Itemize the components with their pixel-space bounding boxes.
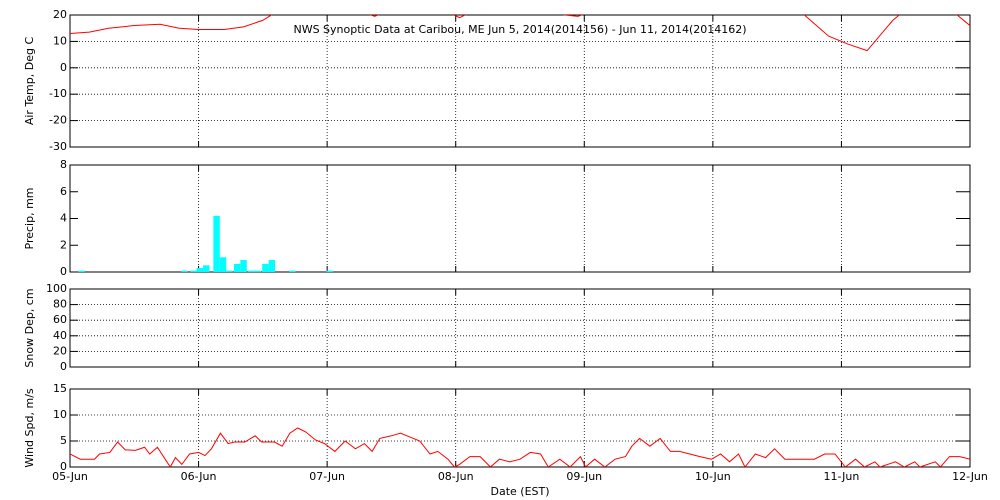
bar: [268, 259, 276, 272]
bar: [248, 270, 255, 272]
bar: [289, 270, 296, 272]
y-tick-label: 6: [60, 185, 67, 198]
x-tick-label: 08-Jun: [438, 470, 474, 483]
y-tick-label: 0: [60, 360, 67, 373]
y-tick-label: 8: [60, 158, 67, 171]
x-axis-label: Date (EST): [490, 485, 549, 498]
bar: [254, 270, 261, 272]
y-axis-label: Precip, mm: [23, 188, 36, 250]
bar: [240, 259, 247, 272]
line: [70, 15, 970, 52]
chart-title: NWS Synoptic Data at Caribou, ME Jun 5, …: [293, 23, 746, 36]
y-tick-label: 0: [60, 265, 67, 278]
x-tick-label: 10-Jun: [695, 470, 731, 483]
bar: [326, 270, 333, 272]
x-tick-label: 11-Jun: [824, 470, 860, 483]
bar: [203, 265, 210, 272]
plot-frame: [69, 164, 971, 273]
bar: [181, 270, 188, 272]
y-tick-label: 5: [60, 434, 67, 447]
y-tick-label: -30: [49, 140, 67, 153]
x-tick-label: 12-Jun: [952, 470, 988, 483]
plot-frame: [69, 288, 971, 368]
y-tick-label: 80: [53, 298, 67, 311]
y-tick-label: -10: [49, 87, 67, 100]
y-axis-label: Air Temp, Deg C: [23, 37, 36, 126]
bar: [226, 270, 233, 272]
y-tick-label: 2: [60, 238, 67, 251]
y-tick-label: 20: [53, 344, 67, 357]
y-tick-label: 100: [46, 282, 67, 295]
y-tick-label: 10: [53, 34, 67, 47]
x-tick-label: 05-Jun: [52, 470, 88, 483]
bar: [219, 257, 227, 272]
y-tick-label: 4: [60, 212, 67, 225]
bar: [196, 267, 204, 272]
y-axis-label: Snow Dep, cm: [23, 288, 36, 367]
y-tick-label: 0: [60, 61, 67, 74]
y-tick-label: -20: [49, 114, 67, 127]
series: [70, 15, 970, 52]
y-tick-label: 0: [60, 460, 67, 473]
plot-frame: [69, 388, 971, 468]
series: [78, 215, 333, 272]
y-tick-label: 10: [53, 408, 67, 421]
y-tick-label: 20: [53, 8, 67, 21]
y-axis-label: Wind Spd, m/s: [23, 388, 36, 468]
plot-frame: [69, 14, 971, 148]
bar: [190, 270, 197, 272]
y-tick-label: 40: [53, 329, 67, 342]
y-tick-label: 15: [53, 382, 67, 395]
series: [70, 427, 970, 467]
y-tick-label: 60: [53, 313, 67, 326]
bar: [262, 263, 269, 272]
x-tick-label: 06-Jun: [181, 470, 217, 483]
bar: [233, 263, 241, 272]
x-tick-label: 07-Jun: [309, 470, 345, 483]
line: [70, 427, 970, 467]
bar: [213, 215, 220, 272]
x-tick-label: 09-Jun: [566, 470, 602, 483]
bar: [78, 270, 85, 272]
